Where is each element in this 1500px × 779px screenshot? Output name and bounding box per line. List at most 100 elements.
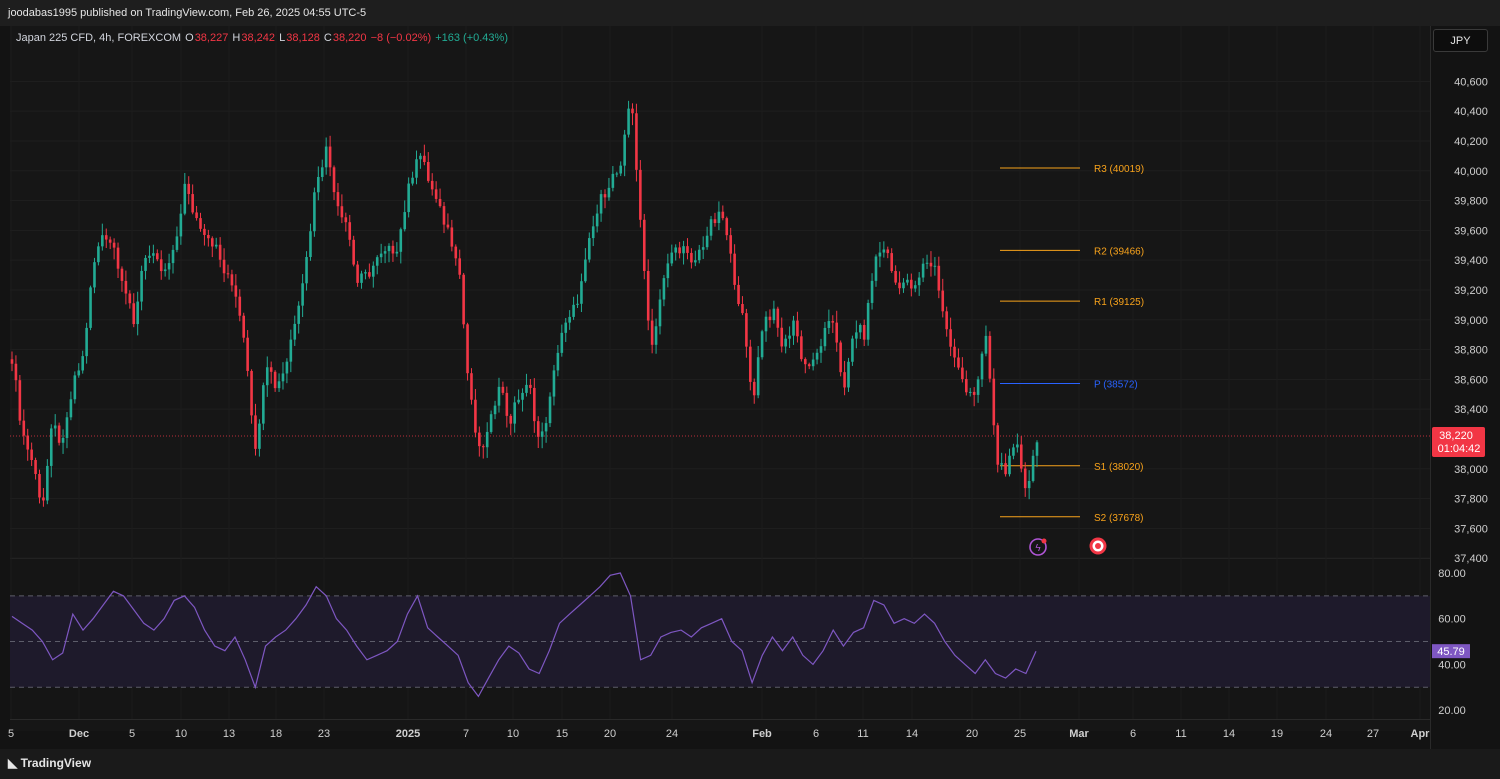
candle-body xyxy=(568,316,571,323)
candle-body xyxy=(305,257,308,284)
candle xyxy=(874,254,878,287)
candle-body xyxy=(591,226,595,239)
symbol-legend[interactable]: Japan 225 CFD, 4h, FOREXCOM O38,227 H38,… xyxy=(16,32,509,44)
candle xyxy=(591,215,595,247)
candle-body xyxy=(701,247,705,250)
candle-body xyxy=(906,279,909,283)
candle xyxy=(800,330,803,362)
candle-body xyxy=(847,361,850,388)
time-tick-label: 24 xyxy=(666,728,678,740)
candle xyxy=(258,419,261,457)
candle xyxy=(234,274,238,308)
candle xyxy=(855,320,858,349)
price-tag-countdown: 01:04:42 xyxy=(1438,443,1481,455)
candle-body xyxy=(340,206,344,218)
candle-body xyxy=(426,161,430,181)
candle xyxy=(454,244,458,266)
candle xyxy=(674,244,677,261)
candle xyxy=(933,257,937,276)
candle xyxy=(395,242,399,257)
close-value: 38,220 xyxy=(332,32,367,44)
candle-body xyxy=(61,437,65,443)
candle xyxy=(356,260,359,287)
candle-body xyxy=(788,335,791,339)
candle-body xyxy=(77,370,81,376)
candle xyxy=(996,422,1000,473)
candle-body xyxy=(925,262,929,264)
close-label: C xyxy=(323,32,332,44)
candle xyxy=(128,290,132,309)
pivot-levels: R3 (40019) R2 (39466) R1 (39125) P (38572) S… xyxy=(10,164,1430,524)
candle-body xyxy=(902,282,905,289)
candle xyxy=(788,326,791,349)
candle xyxy=(262,382,265,431)
candle-body xyxy=(81,356,84,371)
top-bar: joodabas1995 published on TradingView.co… xyxy=(0,0,1500,26)
candle xyxy=(485,422,489,458)
candle xyxy=(595,204,599,233)
candle xyxy=(650,308,654,354)
candle xyxy=(305,251,308,291)
candle-body xyxy=(156,253,159,260)
candle-body xyxy=(536,421,540,437)
candle-body xyxy=(57,425,61,443)
candle xyxy=(697,244,701,264)
candle-body xyxy=(332,167,336,193)
candle xyxy=(654,318,658,354)
candle-body xyxy=(913,285,917,289)
candle-body xyxy=(870,280,874,303)
candle xyxy=(544,416,548,443)
candle-body xyxy=(203,228,206,235)
candle-body xyxy=(226,273,230,275)
candle-body xyxy=(839,342,842,373)
candle-body xyxy=(953,346,956,358)
candle xyxy=(690,248,693,269)
time-tick-label: 20 xyxy=(604,728,616,740)
published-info: joodabas1995 published on TradingView.co… xyxy=(8,7,367,19)
candle-body xyxy=(729,235,732,254)
candle xyxy=(1035,440,1039,468)
candle xyxy=(642,213,646,280)
candle-body xyxy=(529,384,532,388)
candle-body xyxy=(395,251,399,254)
candle-body xyxy=(976,379,980,395)
candle-body xyxy=(250,370,253,416)
time-tick-label: 14 xyxy=(1223,728,1235,740)
candle xyxy=(89,285,92,331)
candle-body xyxy=(10,359,14,364)
candle xyxy=(717,201,721,231)
candle-body xyxy=(1019,444,1023,469)
candle-body xyxy=(42,497,45,501)
open-value: 38,227 xyxy=(194,32,229,44)
candle-body xyxy=(128,293,132,304)
candle xyxy=(450,219,454,252)
candle-body xyxy=(187,183,191,195)
lightning-glyph: ϟ xyxy=(1035,543,1041,554)
candle-body xyxy=(811,359,815,367)
candle xyxy=(929,251,933,277)
candle-body xyxy=(792,320,795,336)
candle xyxy=(988,331,992,383)
candle xyxy=(729,227,732,263)
lightning-event-icon[interactable] xyxy=(1029,538,1047,556)
candle xyxy=(254,403,257,456)
candle xyxy=(972,387,976,407)
candle xyxy=(49,424,53,478)
currency-button[interactable]: JPY xyxy=(1433,29,1488,52)
candle xyxy=(666,253,670,288)
brand-name: TradingView xyxy=(20,756,92,770)
candle-body xyxy=(517,399,520,403)
candle-body xyxy=(548,396,552,424)
price-tick-label: 38,800 xyxy=(1454,345,1488,357)
candle-body xyxy=(650,320,654,345)
candle-body xyxy=(159,259,163,272)
candle xyxy=(171,244,175,274)
candle xyxy=(199,212,202,232)
candle xyxy=(387,243,391,263)
candle-body xyxy=(725,218,729,236)
candle xyxy=(862,319,866,347)
candle-body xyxy=(485,431,489,448)
candle xyxy=(391,240,395,262)
candle xyxy=(38,469,41,504)
